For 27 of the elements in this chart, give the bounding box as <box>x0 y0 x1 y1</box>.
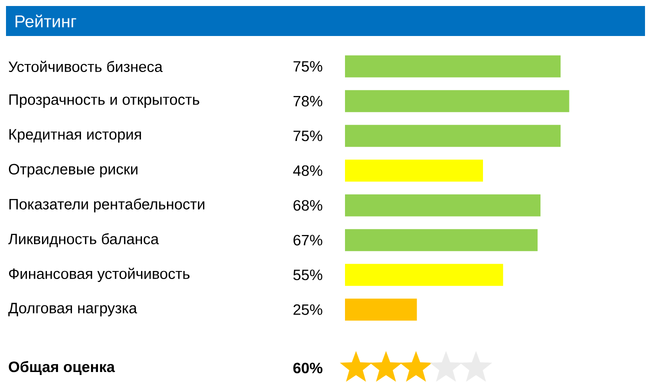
bar <box>345 298 417 321</box>
y-tick-label: Финансовая устойчивость <box>9 268 190 282</box>
data-label: 67% <box>294 234 322 246</box>
data-label: 48% <box>293 165 322 176</box>
text: 60% <box>293 362 322 374</box>
data-label: 25% <box>294 304 322 315</box>
data-label: 75% <box>294 61 322 72</box>
data-label: 68% <box>294 200 322 211</box>
data-label: 75% <box>294 130 322 142</box>
y-tick-label: Кредитная история <box>9 129 141 143</box>
data-label: 55% <box>293 270 322 280</box>
y-tick-label: Отраслевые риски <box>8 164 138 178</box>
bar <box>345 264 504 286</box>
y-tick-label: Долговая нагрузка <box>8 302 138 316</box>
data-label: 78% <box>294 96 322 106</box>
text: Общая оценка <box>8 361 115 375</box>
bar <box>345 90 570 112</box>
y-tick-label: Ликвидность баланса <box>8 233 159 248</box>
bar <box>345 160 483 182</box>
bar <box>345 229 538 252</box>
y-tick-label: Устойчивость бизнеса <box>8 60 163 72</box>
y-tick-label: Прозрачность и открытость <box>9 94 200 108</box>
y-tick-label: Показатели рентабельности <box>9 198 204 212</box>
bar <box>345 124 561 147</box>
bar <box>345 55 561 78</box>
bar <box>345 194 540 216</box>
text: Рейтинг <box>16 14 76 28</box>
